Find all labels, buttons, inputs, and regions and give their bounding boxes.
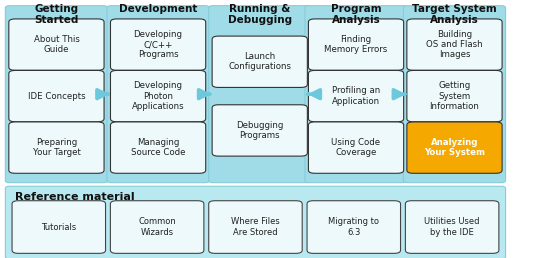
Text: Utilities Used
by the IDE: Utilities Used by the IDE bbox=[424, 217, 480, 237]
Text: Tutorials: Tutorials bbox=[41, 223, 77, 231]
Text: Reference material: Reference material bbox=[15, 192, 135, 202]
FancyBboxPatch shape bbox=[308, 122, 403, 173]
FancyBboxPatch shape bbox=[407, 70, 502, 122]
Text: Getting
System
Information: Getting System Information bbox=[430, 81, 479, 111]
FancyBboxPatch shape bbox=[308, 70, 403, 122]
FancyBboxPatch shape bbox=[407, 19, 502, 70]
FancyBboxPatch shape bbox=[5, 6, 108, 183]
FancyBboxPatch shape bbox=[209, 6, 311, 183]
FancyBboxPatch shape bbox=[12, 201, 105, 253]
Text: Managing
Source Code: Managing Source Code bbox=[131, 138, 185, 157]
Text: Development: Development bbox=[119, 4, 197, 14]
Text: Common
Wizards: Common Wizards bbox=[138, 217, 176, 237]
Text: Finding
Memory Errors: Finding Memory Errors bbox=[324, 35, 388, 54]
FancyBboxPatch shape bbox=[212, 36, 307, 87]
Text: Getting
Started: Getting Started bbox=[34, 4, 79, 26]
FancyBboxPatch shape bbox=[9, 70, 104, 122]
Text: Profiling an
Application: Profiling an Application bbox=[332, 86, 380, 106]
Text: IDE Concepts: IDE Concepts bbox=[28, 92, 85, 101]
Text: Building
OS and Flash
Images: Building OS and Flash Images bbox=[426, 30, 483, 60]
Text: About This
Guide: About This Guide bbox=[34, 35, 79, 54]
FancyBboxPatch shape bbox=[9, 122, 104, 173]
FancyBboxPatch shape bbox=[110, 70, 205, 122]
FancyBboxPatch shape bbox=[110, 201, 204, 253]
Text: Running &
Debugging: Running & Debugging bbox=[228, 4, 292, 26]
FancyBboxPatch shape bbox=[308, 19, 403, 70]
Text: Using Code
Coverage: Using Code Coverage bbox=[332, 138, 380, 157]
Text: Analyzing
Your System: Analyzing Your System bbox=[424, 138, 485, 157]
Text: Program
Analysis: Program Analysis bbox=[331, 4, 381, 26]
FancyBboxPatch shape bbox=[110, 19, 205, 70]
FancyBboxPatch shape bbox=[307, 201, 401, 253]
FancyBboxPatch shape bbox=[107, 6, 209, 183]
Text: Launch
Configurations: Launch Configurations bbox=[228, 52, 291, 71]
FancyBboxPatch shape bbox=[305, 6, 407, 183]
FancyBboxPatch shape bbox=[407, 122, 502, 173]
FancyBboxPatch shape bbox=[212, 105, 307, 156]
FancyBboxPatch shape bbox=[110, 122, 205, 173]
Text: Migrating to
6.3: Migrating to 6.3 bbox=[328, 217, 379, 237]
Text: Developing
Photon
Applications: Developing Photon Applications bbox=[132, 81, 185, 111]
Text: Debugging
Programs: Debugging Programs bbox=[236, 121, 284, 140]
Text: Preparing
Your Target: Preparing Your Target bbox=[33, 138, 80, 157]
FancyBboxPatch shape bbox=[209, 201, 302, 253]
FancyBboxPatch shape bbox=[9, 19, 104, 70]
Text: Developing
C/C++
Programs: Developing C/C++ Programs bbox=[134, 30, 182, 60]
Text: Where Files
Are Stored: Where Files Are Stored bbox=[231, 217, 280, 237]
FancyBboxPatch shape bbox=[403, 6, 506, 183]
FancyBboxPatch shape bbox=[406, 201, 499, 253]
FancyBboxPatch shape bbox=[5, 186, 506, 258]
Text: Target System
Analysis: Target System Analysis bbox=[412, 4, 497, 26]
